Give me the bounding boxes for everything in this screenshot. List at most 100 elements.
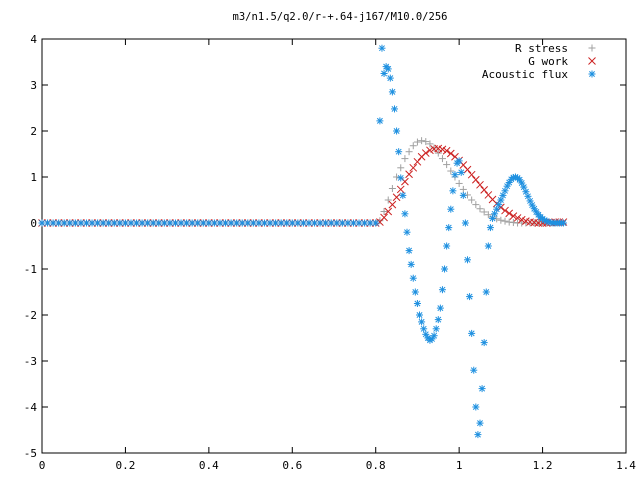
marker-stroke [133, 220, 140, 226]
marker-stroke [399, 192, 406, 199]
marker-stroke [433, 325, 440, 332]
data-point [283, 219, 291, 227]
marker-stroke [388, 200, 397, 209]
marker-stroke [222, 220, 229, 226]
data-marks [38, 44, 568, 439]
marker-stroke [83, 220, 90, 226]
marker-stroke [518, 180, 525, 186]
data-point [445, 224, 453, 232]
chart-title: m3/n1.5/q2.0/r-+.64-j167/M10.0/256 [233, 11, 448, 23]
data-point [380, 70, 388, 77]
data-point [244, 219, 252, 227]
y-tick-label: -2 [24, 309, 37, 322]
series-acoustic-flux [38, 44, 567, 439]
legend-label: Acoustic flux [482, 68, 568, 81]
marker-stroke [178, 220, 185, 226]
marker-stroke [155, 220, 162, 226]
data-point [294, 219, 302, 227]
marker-stroke [183, 220, 190, 226]
data-point [421, 149, 430, 157]
data-point [272, 219, 280, 227]
data-point [449, 187, 457, 195]
marker-stroke [205, 220, 212, 226]
marker-stroke [481, 339, 488, 346]
data-point [446, 149, 455, 158]
marker-stroke [294, 220, 301, 226]
data-point [409, 163, 418, 172]
marker-stroke [397, 174, 404, 181]
data-point [455, 157, 463, 165]
marker-stroke [392, 193, 401, 202]
marker-stroke [395, 148, 402, 155]
data-point [405, 148, 413, 156]
marker-stroke [372, 220, 379, 226]
marker-stroke [526, 218, 534, 226]
data-point [49, 219, 57, 227]
data-point [476, 419, 484, 427]
marker-stroke [384, 207, 393, 216]
data-point [463, 165, 472, 174]
marker-stroke [72, 220, 79, 226]
data-point [434, 149, 442, 157]
marker-stroke [166, 220, 173, 226]
y-tick-label: 1 [30, 171, 37, 184]
marker-stroke [474, 431, 481, 438]
marker-stroke [172, 220, 179, 226]
marker-stroke [416, 312, 423, 318]
marker-stroke [426, 146, 434, 155]
marker-stroke [194, 220, 201, 226]
data-point [459, 185, 467, 193]
data-point [413, 300, 421, 307]
data-point [372, 219, 380, 227]
data-point [478, 385, 486, 393]
marker-stroke [389, 88, 396, 95]
marker-stroke [317, 220, 324, 226]
data-point [288, 219, 296, 227]
y-tick-label: 0 [30, 217, 37, 230]
marker-stroke [410, 275, 417, 282]
marker-stroke [401, 177, 409, 186]
marker-stroke [300, 220, 307, 226]
marker-stroke [472, 404, 479, 410]
data-point [397, 174, 405, 182]
data-point [380, 208, 388, 215]
marker-stroke [479, 385, 486, 392]
y-tick-label: -5 [24, 447, 37, 460]
marker-stroke [484, 191, 493, 199]
marker-stroke [458, 169, 465, 176]
data-point [480, 208, 488, 216]
marker-stroke [267, 220, 274, 226]
data-point [497, 216, 505, 224]
data-point [467, 170, 476, 179]
data-point [442, 146, 451, 155]
data-point [395, 148, 403, 156]
data-point [459, 191, 467, 199]
x-tick-label: 1 [456, 459, 463, 472]
data-point [468, 196, 476, 204]
data-point [505, 209, 514, 218]
data-point [438, 286, 446, 294]
data-point [484, 211, 492, 219]
legend-marker [588, 44, 596, 52]
marker-stroke [420, 325, 427, 332]
data-point [480, 339, 488, 347]
marker-stroke [505, 209, 514, 218]
marker-stroke [339, 220, 346, 226]
data-point [413, 157, 422, 166]
legend-marker [588, 57, 596, 65]
marker-stroke [560, 220, 567, 226]
data-point [386, 74, 394, 82]
data-point [403, 228, 411, 236]
marker-stroke [468, 330, 475, 337]
marker-stroke [405, 170, 413, 179]
data-point [327, 219, 335, 227]
marker-stroke [524, 193, 531, 200]
data-point [559, 219, 567, 227]
marker-stroke [516, 176, 523, 183]
data-point [171, 219, 179, 227]
marker-stroke [233, 220, 240, 226]
marker-stroke [456, 157, 463, 164]
data-point [517, 215, 526, 224]
marker-stroke [344, 220, 351, 226]
data-point [438, 145, 447, 154]
